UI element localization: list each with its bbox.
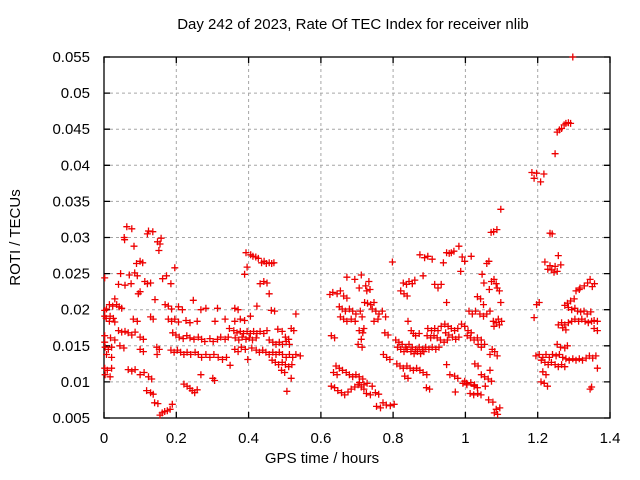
y-tick-label: 0.05 xyxy=(61,85,90,102)
y-tick-label: 0.01 xyxy=(61,374,90,391)
x-tick-label: 1.2 xyxy=(527,430,548,447)
x-tick-label: 0.6 xyxy=(310,430,331,447)
x-tick-label: 0.4 xyxy=(238,430,259,447)
x-axis-label: GPS time / hours xyxy=(265,450,379,467)
y-tick-label: 0.03 xyxy=(61,230,90,247)
x-tick-label: 0.2 xyxy=(166,430,187,447)
tick-marks xyxy=(103,56,611,419)
scatter-points-layer xyxy=(101,53,601,419)
y-tick-label: 0.035 xyxy=(52,193,90,210)
y-tick-label: 0.04 xyxy=(61,157,90,174)
y-tick-label: 0.025 xyxy=(52,266,90,283)
x-tick-label: 1.4 xyxy=(600,430,621,447)
y-tick-label: 0.055 xyxy=(52,49,90,66)
y-tick-label: 0.02 xyxy=(61,302,90,319)
axes-layer xyxy=(103,56,611,419)
x-tick-label: 1 xyxy=(461,430,469,447)
x-tick-label: 0 xyxy=(100,430,108,447)
tick-labels-layer: 0 0.2 0.4 0.6 0.8 1 1.2 1.4 0.005 0.01 0.015 0.02 0.… xyxy=(52,49,620,447)
x-tick-label: 0.8 xyxy=(383,430,404,447)
scatter-points xyxy=(101,53,601,419)
gridlines xyxy=(104,57,610,418)
grid-layer xyxy=(104,57,610,418)
y-axis-label: ROTI / TECUs xyxy=(7,189,24,285)
y-tick-label: 0.045 xyxy=(52,121,90,138)
chart-title: Day 242 of 2023, Rate Of TEC Index for r… xyxy=(177,16,529,33)
y-tick-label: 0.015 xyxy=(52,338,90,355)
y-tick-label: 0.005 xyxy=(52,410,90,427)
